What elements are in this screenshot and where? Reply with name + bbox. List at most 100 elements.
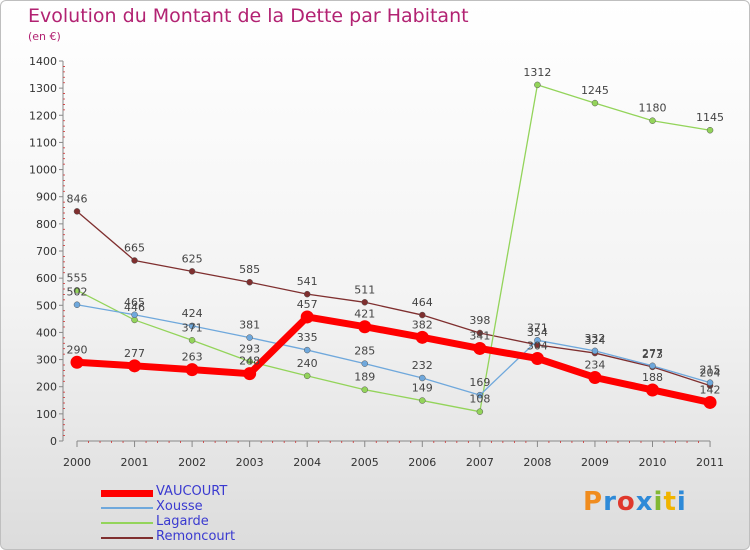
data-point-vaucourt (128, 359, 142, 373)
x-tick-label: 2000 (63, 456, 91, 469)
series-line-vaucourt (76, 313, 711, 406)
legend-swatch (101, 489, 153, 497)
data-label: 277 (642, 347, 663, 360)
data-label: 240 (297, 357, 318, 370)
data-label: 277 (124, 347, 145, 360)
data-label: 398 (469, 314, 490, 327)
data-point-remoncourt (361, 299, 368, 306)
data-label: 188 (642, 371, 663, 384)
data-label: 382 (412, 318, 433, 331)
x-tick-label: 2003 (236, 456, 264, 469)
y-tick-label: 500 (36, 299, 57, 312)
data-label: 142 (700, 383, 721, 396)
data-point-xousse (706, 379, 714, 386)
data-label: 1312 (523, 66, 551, 79)
series-line-lagarde (76, 84, 711, 413)
x-tick-label: 2009 (581, 456, 609, 469)
legend-label: VAUCOURT (156, 484, 228, 499)
data-label: 511 (354, 283, 375, 296)
series-line-xousse (76, 304, 711, 396)
y-tick-label: 100 (36, 408, 57, 421)
data-label: 665 (124, 242, 145, 255)
data-label: 189 (354, 371, 375, 384)
data-point-lagarde (476, 408, 484, 415)
y-tick-label: 1300 (29, 82, 57, 95)
data-point-xousse (303, 346, 311, 354)
data-label: 324 (584, 334, 605, 347)
data-label: 502 (67, 286, 88, 299)
data-point-xousse (649, 362, 656, 370)
data-point-xousse (591, 347, 599, 355)
data-point-remoncourt (188, 268, 196, 275)
series-line-remoncourt (76, 210, 711, 387)
data-point-vaucourt (300, 310, 314, 324)
data-point-xousse (246, 334, 253, 341)
data-label: 625 (182, 252, 203, 265)
data-point-vaucourt (530, 351, 544, 365)
data-label: 424 (182, 307, 203, 320)
data-label: 555 (67, 271, 88, 284)
data-label: 169 (469, 376, 490, 389)
data-point-remoncourt (131, 257, 138, 264)
data-point-xousse (419, 374, 426, 382)
data-point-xousse (131, 311, 138, 319)
x-tick-label: 2005 (351, 456, 379, 469)
data-label: 421 (354, 308, 375, 321)
data-point-xousse (361, 360, 368, 367)
data-point-vaucourt (415, 330, 429, 344)
data-label: 285 (354, 345, 375, 358)
data-point-xousse (534, 337, 541, 344)
y-tick-label: 0 (50, 435, 57, 448)
data-label: 232 (412, 359, 433, 372)
data-point-lagarde (303, 372, 311, 380)
data-point-vaucourt (358, 320, 372, 334)
data-point-remoncourt (246, 278, 253, 286)
data-label: 263 (182, 351, 203, 364)
data-point-vaucourt (588, 370, 602, 384)
data-label: 273 (642, 348, 663, 361)
logo-letter: P (583, 487, 604, 517)
logo-letter: x (635, 487, 654, 517)
data-label: 464 (412, 296, 433, 309)
data-label: 335 (297, 331, 318, 344)
data-label: 341 (469, 329, 490, 342)
y-tick-label: 1200 (29, 109, 57, 122)
data-point-lagarde (649, 117, 656, 124)
data-point-lagarde (706, 126, 714, 134)
data-label: 446 (124, 301, 145, 314)
y-tick-label: 300 (36, 354, 57, 367)
data-point-remoncourt (73, 208, 81, 215)
data-label: 371 (182, 321, 203, 334)
data-label: 371 (527, 321, 548, 334)
data-point-lagarde (361, 386, 368, 393)
data-label: 293 (239, 342, 260, 355)
data-label: 234 (584, 358, 605, 371)
data-point-vaucourt (703, 395, 717, 409)
legend-label: Xousse (156, 499, 203, 514)
y-tick-label: 700 (36, 245, 57, 258)
y-tick-label: 1100 (29, 136, 57, 149)
legend-label: Lagarde (156, 514, 209, 529)
data-label: 1180 (639, 102, 667, 115)
data-point-lagarde (246, 358, 253, 365)
data-label: 204 (700, 367, 721, 380)
proxiti-logo: Proxiti (583, 487, 687, 517)
data-point-lagarde (73, 287, 81, 294)
data-label: 149 (412, 382, 433, 395)
data-point-remoncourt (476, 329, 484, 337)
data-point-remoncourt (303, 290, 311, 298)
y-tick-label: 200 (36, 381, 57, 394)
data-point-lagarde (188, 337, 196, 344)
data-label: 457 (297, 298, 318, 311)
data-point-lagarde (419, 397, 426, 404)
chart-title: Evolution du Montant de la Dette par Hab… (28, 5, 469, 27)
y-tick-label: 900 (36, 191, 57, 204)
data-label: 1145 (696, 111, 724, 124)
data-label: 248 (239, 355, 260, 368)
data-label: 585 (239, 263, 260, 276)
data-point-lagarde (591, 99, 599, 107)
data-label: 541 (297, 275, 318, 288)
logo-letter: r (603, 487, 617, 517)
legend-swatch (101, 522, 153, 524)
